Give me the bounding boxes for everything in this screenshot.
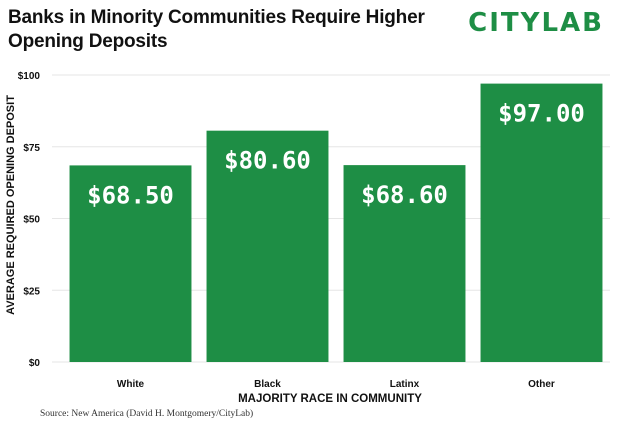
x-tick-label: Other — [528, 379, 555, 390]
y-axis-ticks: $0 $25 $50 $75 $100 — [18, 71, 41, 369]
y-tick-label: $25 — [23, 286, 40, 297]
y-axis-label: AVERAGE REQUIRED OPENING DEPOSIT — [5, 95, 17, 315]
bar-value-label: $97.00 — [498, 100, 585, 128]
chart-title: Banks in Minority Communities Require Hi… — [8, 7, 425, 52]
bar-value-label: $80.60 — [224, 147, 311, 175]
bar-other — [480, 83, 603, 363]
y-tick-label: $75 — [23, 143, 40, 154]
bars: $68.50 $80.60 $68.60 $97.00 — [69, 83, 603, 363]
x-tick-label: Latinx — [390, 379, 420, 390]
x-tick-label: White — [117, 379, 145, 390]
bar-latinx — [343, 165, 466, 362]
bar-white — [69, 165, 192, 362]
x-axis-label: MAJORITY RACE IN COMMUNITY — [238, 393, 422, 405]
source-note: Source: New America (David H. Montgomery… — [40, 409, 254, 419]
y-tick-label: $100 — [18, 71, 41, 82]
citylab-logo: CITYLAB — [468, 8, 604, 38]
bar-value-label: $68.60 — [361, 181, 448, 209]
x-axis-ticks: White Black Latinx Other — [117, 379, 555, 390]
y-tick-label: $0 — [29, 358, 41, 369]
x-tick-label: Black — [254, 379, 281, 390]
bar-value-label: $68.50 — [87, 181, 174, 209]
bar-black — [206, 130, 329, 362]
y-tick-label: $50 — [23, 215, 40, 226]
